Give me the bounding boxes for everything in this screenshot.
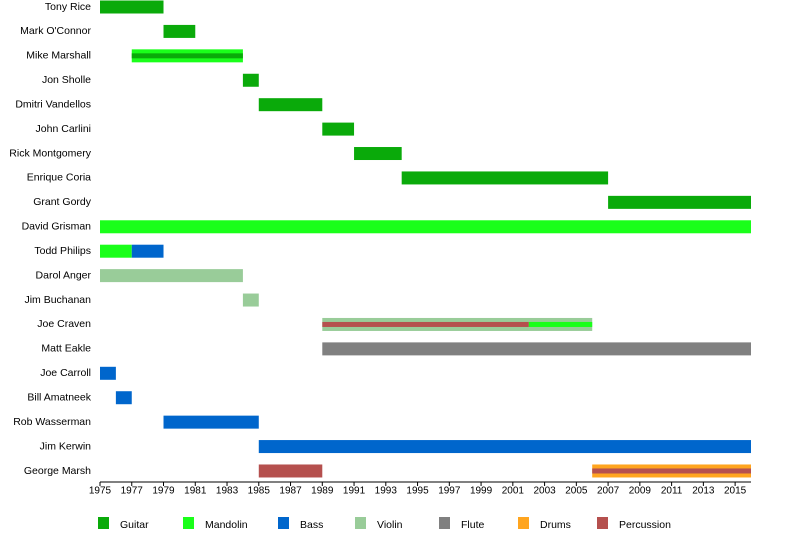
member-bar	[100, 220, 751, 234]
member-label: George Marsh	[24, 465, 91, 477]
x-tick-label: 2011	[661, 486, 683, 497]
member-label: Enrique Coria	[27, 172, 91, 184]
legend-label: Guitar	[120, 519, 149, 531]
legend-item: Guitar	[98, 517, 149, 531]
legend-item: Violin	[355, 517, 403, 531]
member-bar	[100, 0, 164, 14]
member-bar	[592, 468, 751, 474]
x-tick-label: 2001	[502, 486, 525, 497]
member-bar	[242, 73, 259, 87]
x-tick-label: 1987	[279, 486, 302, 497]
member-label: Jon Sholle	[42, 74, 91, 86]
member-label: Joe Carroll	[40, 367, 91, 379]
x-tick-label: 1979	[152, 486, 175, 497]
member-label: Rob Wasserman	[13, 416, 91, 428]
member-label: Joe Craven	[37, 318, 91, 330]
legend-label: Drums	[540, 519, 571, 531]
legend-swatch	[278, 517, 289, 529]
legend-swatch	[183, 517, 194, 529]
member-label: Jim Buchanan	[24, 294, 91, 306]
member-bar	[322, 122, 355, 136]
member-bar	[115, 391, 132, 405]
member-bar	[131, 53, 243, 59]
legend-swatch	[597, 517, 608, 529]
member-bar	[322, 342, 751, 356]
member-bar	[258, 98, 323, 112]
member-bar	[163, 24, 196, 38]
legend-label: Flute	[461, 519, 485, 531]
member-label: Bill Amatneek	[27, 392, 91, 404]
x-tick-label: 2003	[533, 486, 556, 497]
member-label: Matt Eakle	[41, 343, 91, 355]
member-bar	[100, 366, 116, 380]
x-tick-label: 1981	[184, 486, 207, 497]
x-tick-label: 1983	[216, 486, 239, 497]
member-bar	[258, 440, 751, 454]
x-tick-label: 1989	[311, 486, 334, 497]
x-tick-label: 1999	[470, 486, 493, 497]
x-tick-label: 1997	[438, 486, 461, 497]
member-label: David Grisman	[22, 221, 92, 233]
member-label: Rick Montgomery	[9, 147, 91, 159]
x-tick-label: 1985	[248, 486, 271, 497]
member-bar	[100, 269, 243, 283]
legend-label: Percussion	[619, 519, 671, 531]
x-tick-label: 1991	[343, 486, 366, 497]
legend-swatch	[355, 517, 366, 529]
member-label: Darol Anger	[36, 269, 92, 281]
member-bar	[354, 147, 402, 161]
member-label: Mark O'Connor	[20, 25, 91, 37]
legend-item: Flute	[439, 517, 485, 531]
member-bar	[131, 244, 164, 258]
x-tick-label: 2009	[629, 486, 652, 497]
legend-item: Drums	[518, 517, 571, 531]
legend-label: Violin	[377, 519, 403, 531]
x-tick-label: 1993	[375, 486, 398, 497]
member-label: Jim Kerwin	[40, 440, 92, 452]
x-tick-label: 2015	[724, 486, 747, 497]
x-tick-label: 2007	[597, 486, 620, 497]
member-bar	[322, 321, 529, 327]
member-label: Grant Gordy	[33, 196, 92, 208]
member-bar	[100, 244, 132, 258]
legend-swatch	[98, 517, 109, 529]
x-tick-label: 1995	[406, 486, 429, 497]
member-label: Todd Philips	[34, 245, 91, 257]
legend-item: Bass	[278, 517, 323, 531]
legend-swatch	[518, 517, 529, 529]
member-bar	[528, 321, 593, 327]
member-label: Mike Marshall	[26, 50, 91, 62]
legend-label: Bass	[300, 519, 323, 531]
member-bar	[608, 195, 751, 209]
legend-item: Percussion	[597, 517, 671, 531]
legend-swatch	[439, 517, 450, 529]
x-tick-label: 2005	[565, 486, 588, 497]
x-tick-label: 2013	[692, 486, 715, 497]
x-tick-label: 1977	[121, 486, 144, 497]
member-bar	[163, 415, 259, 429]
member-bar	[242, 293, 259, 307]
member-bar	[258, 464, 323, 478]
legend-label: Mandolin	[205, 519, 248, 531]
member-label: John Carlini	[36, 123, 91, 135]
member-bar	[401, 171, 609, 185]
legend-item: Mandolin	[183, 517, 248, 531]
x-tick-label: 1975	[89, 486, 112, 497]
member-label: Tony Rice	[45, 1, 91, 13]
member-label: Dmitri Vandellos	[15, 98, 91, 110]
